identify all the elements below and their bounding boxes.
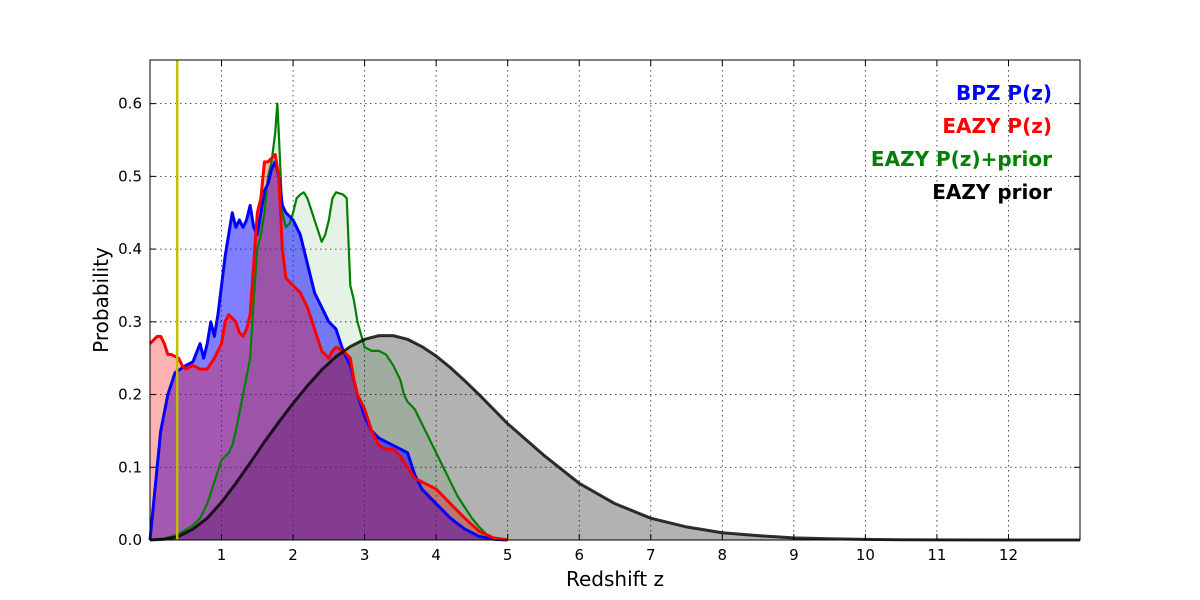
axis-tick-labels: 1 2 3 4 5 6 7 8 9 10 11 120.00.10.20.30.40.50.6 — [118, 95, 1018, 564]
x-tick-label: 10 — [856, 546, 875, 564]
plot-frame — [149, 59, 1081, 541]
x-tick-label: 7 — [646, 546, 656, 564]
x-tick-label: 9 — [789, 546, 799, 564]
area-eazy-p-z — [150, 154, 508, 541]
y-tick-label: 0.3 — [118, 313, 142, 331]
y-tick-label: 0.4 — [118, 240, 142, 258]
x-tick-label: 6 — [574, 546, 584, 564]
legend-label-eazy-prior-combined: EAZY P(z)+prior — [871, 147, 1052, 171]
series-lines — [148, 102, 1081, 542]
line-eazy-p-z-prior — [149, 102, 508, 542]
x-tick-label: 3 — [360, 546, 370, 564]
y-tick-label: 0.6 — [118, 95, 142, 113]
line-eazy-p-z — [148, 153, 508, 542]
x-tick-label: 2 — [288, 546, 298, 564]
x-tick-label: 12 — [999, 546, 1018, 564]
legend-label-eazy: EAZY P(z) — [942, 114, 1052, 138]
legend: BPZ P(z) EAZY P(z) EAZY P(z)+prior EAZY … — [871, 81, 1052, 204]
x-tick-label: 11 — [927, 546, 946, 564]
legend-label-eazy-prior: EAZY prior — [932, 180, 1052, 204]
y-tick-label: 0.5 — [118, 167, 142, 185]
y-tick-label: 0.2 — [118, 386, 142, 404]
line-eazy-prior — [149, 334, 1081, 542]
y-axis-label: Probability — [89, 247, 113, 353]
x-tick-label: 8 — [718, 546, 728, 564]
y-tick-label: 0.1 — [118, 458, 142, 476]
legend-label-bpz: BPZ P(z) — [956, 81, 1052, 105]
axis-ticks — [150, 60, 1080, 541]
y-tick-label: 0.0 — [118, 531, 142, 549]
x-tick-label: 5 — [503, 546, 513, 564]
area-bpz-p-z — [150, 161, 508, 540]
x-tick-label: 4 — [431, 546, 441, 564]
x-axis-label: Redshift z — [566, 567, 664, 591]
x-tick-label: 1 — [217, 546, 227, 564]
